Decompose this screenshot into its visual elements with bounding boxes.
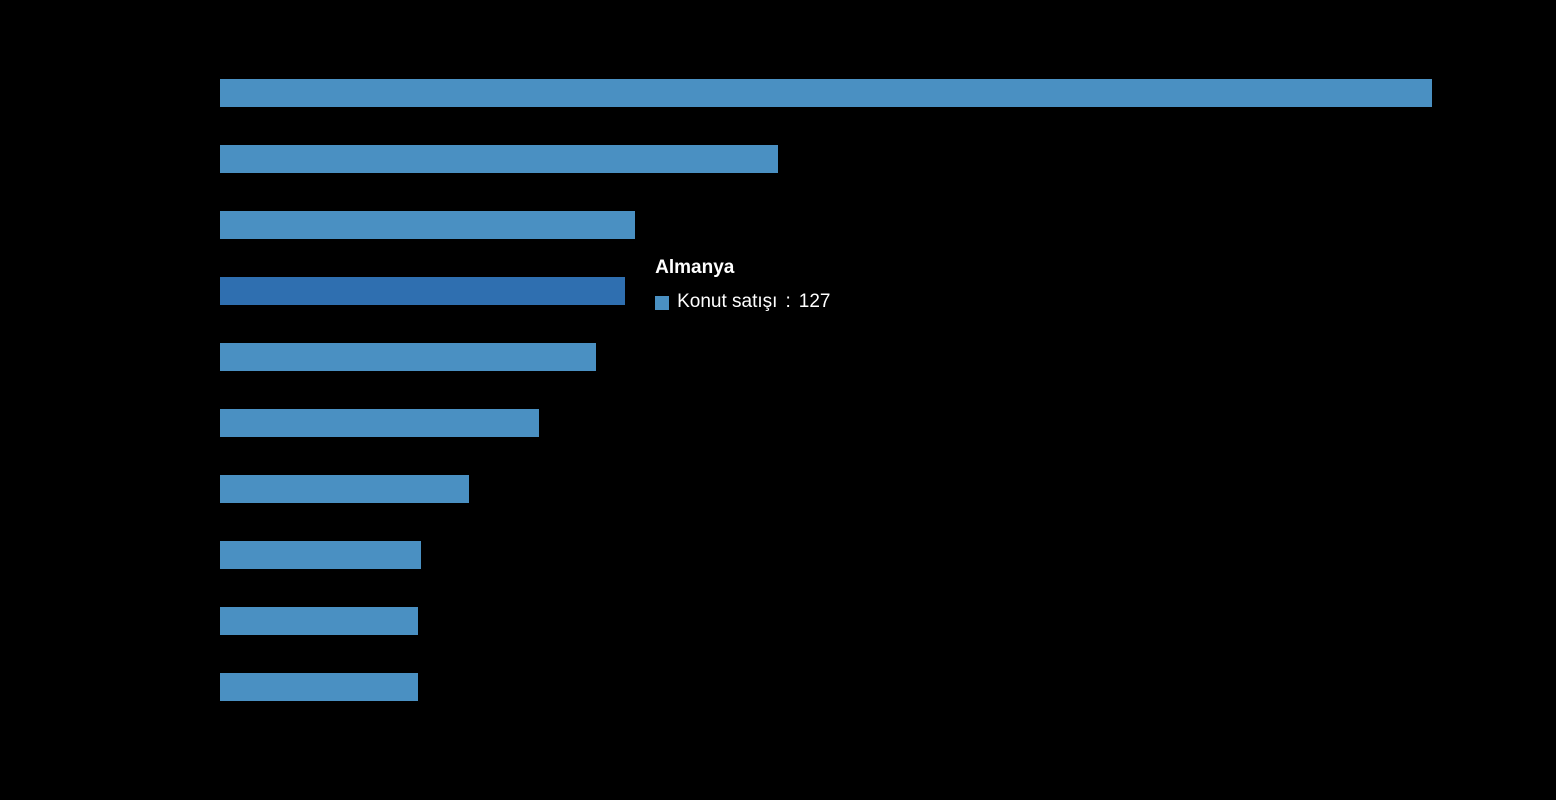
x-axis-tick: 300 xyxy=(1162,730,1192,751)
tooltip-value: 127 xyxy=(799,287,831,317)
bar[interactable] xyxy=(220,475,469,503)
y-axis-label: Kazakistan xyxy=(122,413,210,434)
tooltip-series-label: Konut satışı xyxy=(677,287,777,317)
y-axis-label: Almanya xyxy=(140,281,210,302)
x-axis-tick: 350 xyxy=(1321,730,1351,751)
x-axis-tick: 250 xyxy=(1002,730,1032,751)
tooltip-colon: : xyxy=(785,287,790,317)
tooltip: Almanya Konut satışı: 127 xyxy=(655,253,830,318)
bar[interactable] xyxy=(220,343,596,371)
bar[interactable] xyxy=(220,79,1432,107)
tooltip-title: Almanya xyxy=(655,253,830,283)
y-axis-label: Belçika xyxy=(152,215,210,236)
y-axis-label: İran xyxy=(179,149,210,170)
tooltip-row: Konut satışı: 127 xyxy=(655,287,830,317)
tooltip-swatch-icon xyxy=(655,296,669,310)
x-axis-tick: 150 xyxy=(683,730,713,751)
x-axis-tick: 100 xyxy=(524,730,554,751)
y-axis-label: Irak xyxy=(180,347,210,368)
bar[interactable] xyxy=(220,541,421,569)
y-axis-label: Rusya Federasyonu xyxy=(49,83,210,104)
x-axis-tick: 400 xyxy=(1481,730,1511,751)
bar[interactable] xyxy=(220,409,539,437)
y-axis-label: Azerbaycan xyxy=(115,479,210,500)
y-axis-label: İngiltere xyxy=(146,611,210,632)
x-axis-tick: 50 xyxy=(369,730,389,751)
x-axis-tick: 200 xyxy=(843,730,873,751)
bar[interactable] xyxy=(220,277,625,305)
x-axis: 50100150200250300350400 xyxy=(220,720,1496,760)
bar[interactable] xyxy=(220,145,778,173)
chart-container: Rusya Federasyonu İran Belçika Almanya Irak K… xyxy=(20,40,1516,760)
y-axis-labels: Rusya Federasyonu İran Belçika Almanya Irak K… xyxy=(20,60,210,720)
plot-area xyxy=(220,60,1496,720)
bar[interactable] xyxy=(220,211,635,239)
y-axis-label: Çin xyxy=(183,545,210,566)
bar[interactable] xyxy=(220,607,418,635)
y-axis-label: Suudi Arabistan xyxy=(84,677,210,698)
bar[interactable] xyxy=(220,673,418,701)
